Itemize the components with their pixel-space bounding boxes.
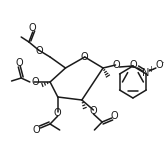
Text: +: + (148, 66, 154, 74)
Text: O: O (32, 77, 40, 87)
Text: O: O (130, 60, 138, 70)
Text: N: N (142, 68, 149, 78)
Text: O: O (29, 23, 37, 33)
Text: O: O (36, 46, 43, 56)
Text: O: O (15, 58, 23, 68)
Text: -: - (162, 58, 164, 67)
Text: O: O (111, 111, 118, 121)
Text: O: O (156, 60, 164, 70)
Text: O: O (81, 51, 89, 61)
Text: O: O (54, 108, 62, 118)
Text: O: O (113, 60, 120, 70)
Text: O: O (90, 106, 97, 116)
Text: O: O (33, 125, 40, 135)
